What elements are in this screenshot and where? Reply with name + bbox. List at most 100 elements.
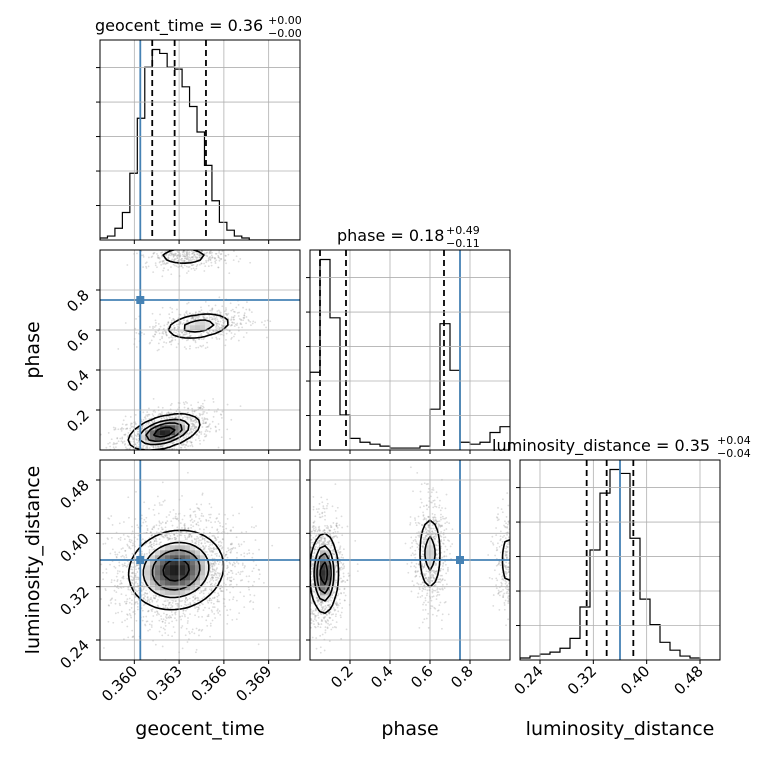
density-cell bbox=[160, 430, 166, 436]
sample-point bbox=[194, 255, 197, 258]
sample-point bbox=[200, 309, 203, 311]
density-cell bbox=[150, 580, 156, 586]
sample-point bbox=[105, 446, 108, 449]
sample-point bbox=[189, 601, 192, 604]
sample-point bbox=[175, 537, 178, 540]
sample-point bbox=[151, 312, 154, 315]
sample-point bbox=[112, 443, 115, 446]
sample-point bbox=[146, 446, 149, 449]
sample-point bbox=[183, 250, 185, 253]
sample-point bbox=[105, 568, 108, 570]
sample-point bbox=[192, 596, 194, 598]
sample-point bbox=[117, 587, 120, 590]
sample-point bbox=[201, 628, 204, 631]
sample-point bbox=[237, 315, 240, 317]
sample-point bbox=[181, 526, 183, 529]
sample-point bbox=[160, 252, 162, 254]
sample-point bbox=[146, 552, 148, 555]
sample-point bbox=[212, 579, 215, 582]
sample-point bbox=[214, 426, 217, 428]
density-cell bbox=[170, 545, 176, 551]
sample-point bbox=[210, 254, 213, 257]
sample-point bbox=[187, 411, 189, 414]
sample-point bbox=[129, 424, 132, 426]
sample-point bbox=[136, 564, 139, 567]
sample-point bbox=[172, 246, 174, 248]
sample-point bbox=[163, 341, 165, 344]
sample-point bbox=[165, 333, 168, 336]
sample-point bbox=[191, 410, 194, 413]
sample-point bbox=[197, 401, 200, 404]
sample-point bbox=[226, 403, 229, 406]
sample-point bbox=[191, 631, 193, 633]
sample-point bbox=[252, 567, 255, 570]
density-cell bbox=[190, 575, 196, 581]
sample-point bbox=[249, 320, 252, 323]
sample-point bbox=[153, 420, 156, 423]
sample-point bbox=[161, 261, 164, 263]
sample-point bbox=[220, 317, 223, 320]
density-cell bbox=[200, 575, 206, 581]
sample-point bbox=[306, 579, 308, 581]
sample-point bbox=[232, 546, 235, 549]
sample-point bbox=[171, 258, 174, 261]
sample-point bbox=[315, 647, 318, 650]
sample-point bbox=[212, 574, 215, 577]
sample-point bbox=[114, 599, 117, 601]
sample-point bbox=[129, 416, 132, 418]
sample-point bbox=[131, 636, 134, 639]
sample-point bbox=[148, 413, 151, 416]
sample-point bbox=[125, 602, 127, 605]
sample-point bbox=[232, 578, 235, 581]
sample-point bbox=[184, 615, 186, 618]
sample-point bbox=[124, 322, 127, 324]
sample-point bbox=[191, 264, 194, 267]
sample-point bbox=[203, 418, 206, 421]
sample-point bbox=[239, 323, 242, 325]
sample-point bbox=[111, 548, 114, 551]
sample-point bbox=[213, 597, 216, 599]
density-cell bbox=[195, 330, 201, 336]
sample-point bbox=[97, 568, 99, 570]
sample-point bbox=[175, 265, 178, 267]
sample-point bbox=[140, 590, 143, 592]
sample-point bbox=[218, 247, 220, 249]
sample-point bbox=[214, 617, 216, 619]
density-cell bbox=[160, 560, 166, 566]
sample-point bbox=[213, 568, 216, 571]
sample-point bbox=[231, 564, 234, 567]
sample-point bbox=[189, 345, 191, 348]
sample-point bbox=[298, 571, 300, 573]
sample-point bbox=[126, 625, 129, 628]
sample-point bbox=[112, 446, 115, 449]
sample-point bbox=[183, 264, 186, 267]
sample-point bbox=[117, 348, 120, 350]
density-cell bbox=[175, 560, 181, 566]
sample-point bbox=[128, 545, 131, 548]
sample-point bbox=[207, 332, 210, 335]
density-cell bbox=[160, 595, 166, 601]
sample-point bbox=[165, 529, 167, 532]
tick-label-phase: 0.2 bbox=[63, 406, 93, 436]
sample-point bbox=[127, 588, 130, 591]
sample-point bbox=[241, 326, 244, 329]
sample-point bbox=[127, 444, 130, 447]
sample-point bbox=[185, 244, 187, 246]
sample-point bbox=[163, 267, 165, 270]
histogram-axes-luminosity_distance: 0.24 0.32 0.40 0.48 bbox=[510, 459, 721, 698]
sample-point bbox=[173, 247, 175, 249]
sample-point bbox=[187, 257, 189, 260]
sample-point bbox=[202, 331, 205, 334]
sample-point bbox=[107, 517, 110, 520]
sample-point bbox=[187, 433, 190, 436]
density-cell bbox=[145, 570, 151, 576]
sample-point bbox=[217, 577, 220, 579]
density-cell bbox=[190, 330, 196, 336]
sample-point bbox=[181, 331, 184, 334]
sample-point bbox=[180, 259, 183, 262]
sample-point bbox=[234, 323, 237, 326]
sample-point bbox=[208, 592, 210, 595]
sample-point bbox=[126, 427, 129, 430]
sample-point bbox=[208, 256, 211, 259]
sample-point bbox=[215, 336, 218, 339]
